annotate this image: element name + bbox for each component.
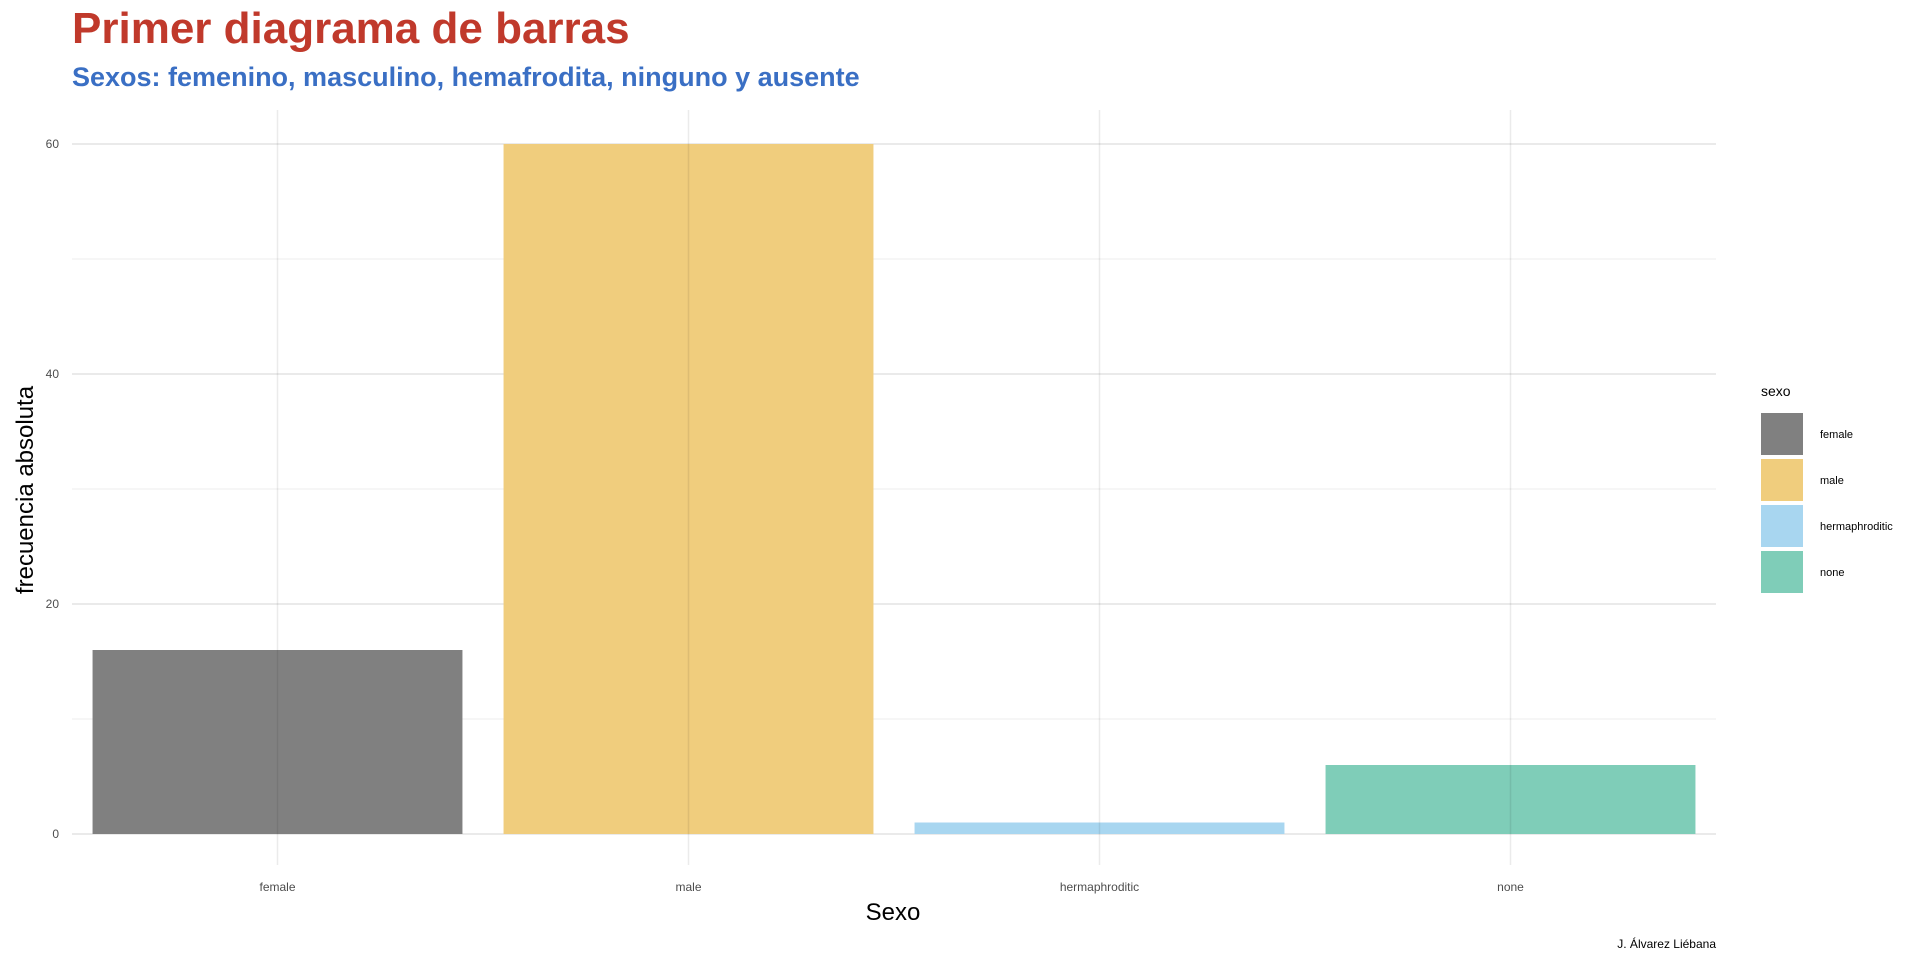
chart-subtitle: Sexos: femenino, masculino, hemafrodita,… bbox=[72, 62, 860, 92]
legend-label-hermaphroditic: hermaphroditic bbox=[1820, 521, 1893, 533]
bar-male bbox=[503, 144, 874, 834]
legend-label-female: female bbox=[1820, 429, 1853, 441]
legend: sexo female male hermaphroditic none bbox=[1761, 383, 1893, 593]
y-tick-label: 0 bbox=[52, 827, 59, 841]
y-axis-ticks: 0 20 40 60 bbox=[46, 137, 60, 841]
x-axis-title: Sexo bbox=[866, 899, 921, 926]
chart-title: Primer diagrama de barras bbox=[72, 4, 630, 53]
x-tick-label: female bbox=[259, 880, 295, 894]
bars bbox=[92, 144, 1696, 834]
bar-female bbox=[92, 650, 463, 834]
legend-label-none: none bbox=[1820, 567, 1844, 579]
legend-key-male bbox=[1761, 459, 1803, 501]
legend-title: sexo bbox=[1761, 383, 1791, 399]
y-tick-label: 40 bbox=[46, 367, 60, 381]
y-tick-label: 60 bbox=[46, 137, 60, 151]
legend-key-female bbox=[1761, 413, 1803, 455]
x-axis-ticks: female male hermaphroditic none bbox=[259, 880, 1524, 894]
legend-label-male: male bbox=[1820, 475, 1844, 487]
y-axis-title: frecuencia absoluta bbox=[12, 385, 39, 594]
x-tick-label: none bbox=[1497, 880, 1524, 894]
bar-none bbox=[1325, 765, 1696, 834]
bar-hermaphroditic bbox=[914, 822, 1285, 834]
legend-key-hermaphroditic bbox=[1761, 505, 1803, 547]
x-tick-label: hermaphroditic bbox=[1060, 880, 1139, 894]
legend-key-none bbox=[1761, 551, 1803, 593]
x-tick-label: male bbox=[675, 880, 701, 894]
vertical-gridlines bbox=[276, 110, 1512, 865]
caption: J. Álvarez Liébana bbox=[1617, 936, 1716, 951]
y-tick-label: 20 bbox=[46, 597, 60, 611]
